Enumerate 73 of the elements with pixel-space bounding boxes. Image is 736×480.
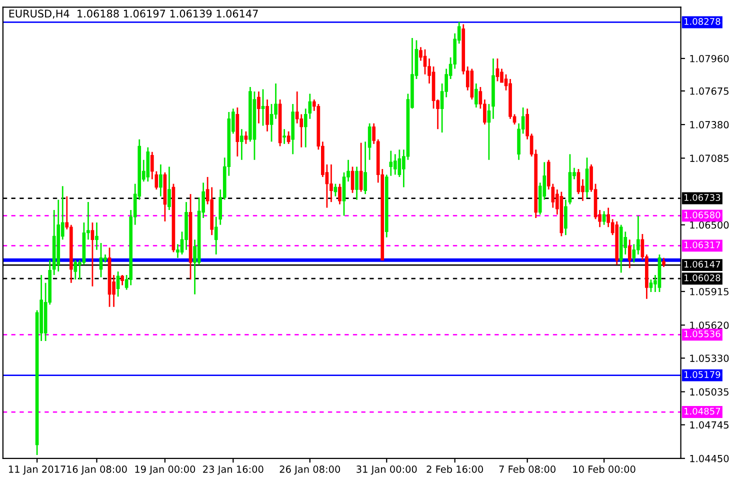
x-tick-label: 2 Feb 16:00: [426, 465, 483, 473]
candlestick: [355, 166, 358, 200]
candlestick: [487, 103, 491, 161]
candlestick: [266, 98, 269, 132]
candlestick: [368, 122, 372, 161]
candlestick: [564, 199, 568, 236]
x-tick-label: 10 Feb 00:00: [573, 465, 636, 473]
candlestick: [286, 130, 290, 145]
candlestick: [350, 166, 354, 194]
candlestick: [168, 166, 171, 211]
chart-title: EURUSD,H4 1.06188 1.06197 1.06139 1.06147: [9, 10, 258, 19]
candlestick: [330, 164, 333, 203]
y-tick-label: 1.07675: [690, 87, 728, 95]
ref-line-label: 1.06733: [684, 194, 720, 201]
candlestick: [628, 238, 632, 269]
x-tick-label: 31 Jan 00:00: [356, 466, 417, 475]
y-tick-label: 1.04450: [690, 454, 729, 462]
candlestick: [364, 140, 367, 195]
x-tick-label: 11 Jan 2017: [8, 466, 66, 475]
ref-line-label: 1.06028: [684, 274, 720, 282]
ref-line-label: 1.06147: [684, 260, 720, 268]
candlestick: [632, 244, 636, 264]
x-tick-label: 26 Jan 08:00: [280, 466, 340, 475]
candlestick: [393, 153, 397, 176]
ref-line-label: 1.06580: [684, 212, 720, 218]
candlestick: [74, 259, 78, 280]
candlestick: [116, 270, 120, 298]
candlestick: [150, 151, 154, 180]
x-tick-label: 19 Jan 00:00: [135, 466, 196, 475]
candlestick: [602, 210, 606, 226]
candlestick: [372, 122, 376, 145]
y-tick-label: 1.05035: [690, 388, 728, 396]
candlestick: [95, 222, 98, 251]
ref-line-label: 1.05179: [684, 371, 720, 378]
candlestick: [282, 128, 286, 145]
y-tick-label: 1.05330: [690, 354, 729, 362]
candlestick: [585, 156, 589, 198]
candlestick: [90, 222, 94, 288]
y-tick-label: 1.05620: [690, 322, 729, 329]
candlestick: [636, 215, 640, 256]
ref-line-label: 1.08278: [684, 18, 720, 25]
y-tick-label: 1.05915: [690, 288, 728, 296]
candlestick: [159, 164, 162, 198]
candlestick: [359, 142, 363, 192]
x-tick-label: 7 Feb 08:00: [499, 465, 556, 473]
candlestick: [662, 257, 666, 268]
candlestick: [398, 148, 402, 178]
candlestick: [257, 90, 260, 124]
candlestick: [338, 183, 342, 206]
candlestick: [576, 168, 580, 195]
y-tick-label: 1.07380: [690, 121, 729, 128]
x-tick-label: 16 Jan 08:00: [67, 466, 127, 475]
candlestick: [240, 128, 244, 161]
y-tick-label: 1.07960: [690, 54, 729, 62]
candlestick: [261, 88, 265, 126]
candlestick: [99, 242, 103, 278]
candlestick: [474, 82, 478, 108]
candlestick: [423, 48, 427, 76]
y-tick-label: 1.06500: [690, 221, 729, 229]
candlestick: [389, 150, 393, 177]
y-tick-label: 1.07085: [690, 154, 728, 162]
x-tick-label: 23 Jan 16:00: [203, 466, 264, 475]
candlestick: [244, 130, 248, 145]
candlestick: [176, 244, 180, 259]
candlestick: [500, 68, 504, 84]
ref-line-label: 1.05536: [684, 330, 720, 338]
candlestick: [270, 103, 274, 142]
y-tick-label: 1.04745: [690, 421, 728, 429]
candlestick: [342, 172, 346, 216]
ref-line-label: 1.06317: [684, 241, 720, 248]
ref-line-label: 1.04857: [684, 408, 720, 415]
candlestick: [120, 274, 124, 286]
candlestick: [649, 278, 653, 293]
